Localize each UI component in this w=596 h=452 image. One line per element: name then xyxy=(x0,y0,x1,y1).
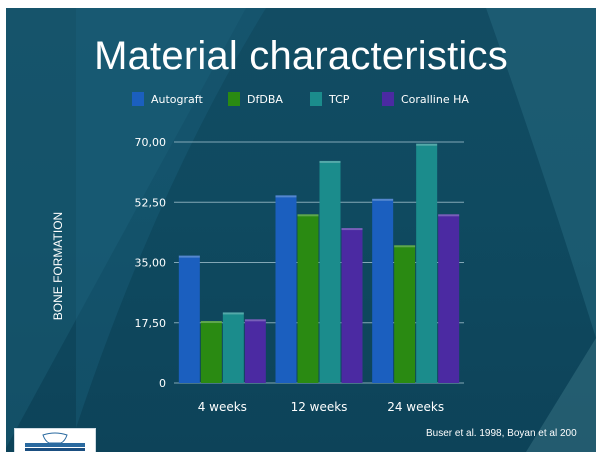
legend-swatch xyxy=(310,92,322,106)
bar-dfdba xyxy=(297,214,319,383)
bar-coralline-ha xyxy=(244,319,266,383)
legend-label: Autograft xyxy=(151,93,203,106)
bars xyxy=(178,143,460,383)
bar-autograft xyxy=(275,195,297,383)
bar-tcp xyxy=(222,312,244,383)
y-tick-label: 17,50 xyxy=(135,317,167,330)
bar-highlight xyxy=(416,143,438,146)
y-tick-label: 70,00 xyxy=(135,136,167,149)
bar-dfdba xyxy=(394,245,416,383)
slide-background xyxy=(6,8,596,452)
bar-coralline-ha xyxy=(438,214,460,383)
bar-highlight xyxy=(275,195,297,198)
dental-logo-icon xyxy=(25,432,85,451)
bar-highlight xyxy=(341,228,363,231)
bar-highlight xyxy=(319,160,341,163)
legend-label: DfDBA xyxy=(247,93,283,106)
bar-highlight xyxy=(244,319,266,322)
bar-tcp xyxy=(416,143,438,383)
bar-highlight xyxy=(222,312,244,315)
bar-highlight xyxy=(200,321,222,324)
legend: Autograft DfDBA TCP Coralline HA xyxy=(132,92,469,106)
x-category-labels: 4 weeks 12 weeks 24 weeks xyxy=(198,400,444,414)
slide: Material characteristics BONE FORMATION … xyxy=(6,8,596,452)
bar-highlight xyxy=(438,214,460,217)
y-tick-label: 35,00 xyxy=(135,257,167,270)
logo xyxy=(14,428,96,452)
legend-swatch xyxy=(382,92,394,106)
legend-label: TCP xyxy=(328,93,350,106)
bar-highlight xyxy=(297,214,319,217)
legend-label: Coralline HA xyxy=(401,93,469,106)
citation: Buser et al. 1998, Boyan et al 200 xyxy=(426,428,577,439)
x-category-label: 24 weeks xyxy=(387,400,444,414)
bar-highlight xyxy=(394,245,416,248)
y-tick-label: 52,50 xyxy=(135,196,167,209)
bar-chart: Autograft DfDBA TCP Coralline HA 0 17,50 35,0… xyxy=(132,92,469,414)
bar-autograft xyxy=(178,255,200,383)
legend-swatch xyxy=(228,92,240,106)
y-tick-label: 0 xyxy=(159,377,166,390)
bar-tcp xyxy=(319,160,341,383)
bar-autograft xyxy=(372,198,394,383)
x-category-label: 12 weeks xyxy=(291,400,348,414)
legend-swatch xyxy=(132,92,144,106)
bar-coralline-ha xyxy=(341,228,363,383)
y-tick-labels: 0 17,50 35,00 52,50 70,00 xyxy=(135,136,167,390)
bar-highlight xyxy=(178,255,200,258)
x-category-label: 4 weeks xyxy=(198,400,247,414)
slide-title: Material characteristics xyxy=(94,34,508,78)
bar-dfdba xyxy=(200,321,222,383)
gridlines xyxy=(174,141,464,384)
bar-highlight xyxy=(372,198,394,201)
